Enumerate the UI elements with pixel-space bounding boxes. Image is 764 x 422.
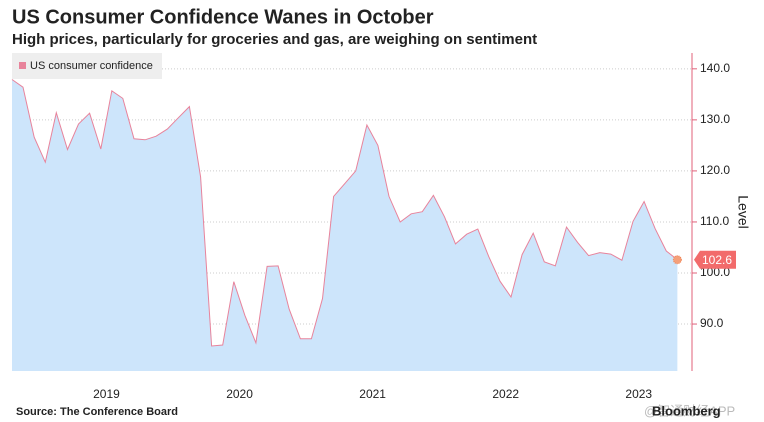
x-tick-label: 2023 <box>625 387 652 401</box>
last-value-label: 102.6 <box>702 253 732 267</box>
last-value-box <box>694 250 736 269</box>
source: Source: The Conference Board <box>16 406 178 418</box>
x-tick-label: 2022 <box>492 387 519 401</box>
y-tick-label: 120.0 <box>700 163 730 177</box>
x-tick-label: 2020 <box>226 387 253 401</box>
legend-swatch <box>19 62 26 69</box>
legend-label: US consumer confidence <box>30 60 153 72</box>
x-tick-label: 2021 <box>359 387 386 401</box>
brand: Bloomberg <box>652 403 721 418</box>
y-tick-label: 110.0 <box>700 214 729 228</box>
watermark: @智通财经APP <box>644 403 735 418</box>
last-point <box>672 255 682 265</box>
legend-box <box>12 53 162 79</box>
y-axis-label: Level <box>735 195 751 228</box>
line <box>11 79 678 347</box>
x-tick-label: 2019 <box>93 387 120 401</box>
y-tick-label: 130.0 <box>700 112 730 126</box>
y-tick-label: 140.0 <box>700 61 730 75</box>
y-tick-label: 90.0 <box>700 316 724 330</box>
chart-title: US Consumer Confidence Wanes in October <box>12 6 434 28</box>
chart-subtitle: High prices, particularly for groceries … <box>12 31 537 48</box>
area <box>12 79 678 371</box>
